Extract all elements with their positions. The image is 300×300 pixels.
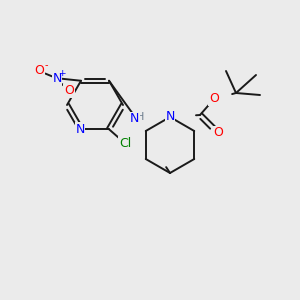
Text: N: N: [75, 123, 85, 136]
Text: N: N: [52, 72, 62, 85]
Text: N: N: [165, 110, 175, 124]
Text: O: O: [209, 92, 219, 106]
Text: O: O: [64, 84, 74, 97]
Text: +: +: [58, 69, 66, 78]
Text: O: O: [213, 127, 223, 140]
Text: O: O: [34, 64, 44, 77]
Text: N: N: [130, 112, 139, 125]
Text: Cl: Cl: [119, 137, 131, 150]
Text: -: -: [44, 60, 48, 70]
Text: H: H: [136, 112, 145, 122]
